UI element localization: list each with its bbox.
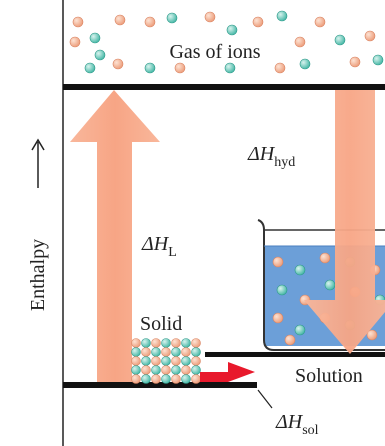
particle (295, 325, 305, 335)
particle (162, 339, 171, 348)
diagram: Enthalpy Gas of ions Solid Solution ΔHL … (0, 0, 385, 446)
particle (172, 357, 181, 366)
solid-lattice (132, 339, 201, 384)
particle (295, 37, 305, 47)
particle (152, 357, 161, 366)
particle (182, 366, 191, 375)
particle (152, 339, 161, 348)
particle (192, 348, 201, 357)
particle (152, 348, 161, 357)
symbol: ΔH (141, 233, 170, 255)
particle (182, 339, 191, 348)
symbol: ΔH (247, 143, 276, 165)
particle (70, 37, 80, 47)
particle (275, 63, 285, 73)
solid-level (63, 382, 257, 388)
particle (320, 253, 330, 263)
lattice-label: ΔHL (141, 233, 177, 260)
particle (295, 265, 305, 275)
particle (253, 17, 263, 27)
solution-arrow (200, 362, 255, 382)
particle (162, 375, 171, 384)
particle (152, 375, 161, 384)
particle (85, 63, 95, 73)
particle (192, 375, 201, 384)
particle (225, 63, 235, 73)
particle (142, 348, 151, 357)
particle (192, 366, 201, 375)
particle (175, 63, 185, 73)
hydration-label: ΔHhyd (247, 143, 295, 170)
particle (373, 55, 383, 65)
particle (90, 33, 100, 43)
particle (277, 11, 287, 21)
particle (205, 12, 215, 22)
particle (162, 357, 171, 366)
solution-label: Solution (295, 365, 363, 387)
particle (145, 17, 155, 27)
particle (115, 15, 125, 25)
particle (182, 375, 191, 384)
solution-level (205, 352, 385, 357)
particle (132, 348, 141, 357)
particle (335, 35, 345, 45)
subscript: hyd (274, 155, 295, 170)
particle (182, 357, 191, 366)
particle (273, 257, 283, 267)
gas-level (63, 84, 385, 90)
particle (192, 339, 201, 348)
particle (162, 348, 171, 357)
subscript: sol (302, 423, 318, 438)
sol-label: ΔHsol (275, 411, 319, 438)
particle (350, 57, 360, 67)
particle (167, 13, 177, 23)
particle (315, 17, 325, 27)
symbol: ΔH (275, 411, 304, 433)
particle (300, 59, 310, 69)
particle (172, 366, 181, 375)
particle (95, 50, 105, 60)
particle (73, 17, 83, 27)
particle (142, 339, 151, 348)
particle (172, 348, 181, 357)
particle (142, 375, 151, 384)
particle (145, 63, 155, 73)
solid-label: Solid (140, 313, 182, 335)
particle (227, 25, 237, 35)
leader-line (258, 390, 272, 408)
particle (113, 59, 123, 69)
particle (172, 339, 181, 348)
particle (142, 366, 151, 375)
subscript: L (168, 245, 177, 260)
particle (142, 357, 151, 366)
particle (132, 357, 141, 366)
particle (162, 366, 171, 375)
particle (285, 335, 295, 345)
axis-arrow (32, 140, 44, 188)
particle (273, 313, 283, 323)
particle (365, 31, 375, 41)
particle (325, 280, 335, 290)
particle (132, 339, 141, 348)
particle (277, 285, 287, 295)
particle (182, 348, 191, 357)
particle (172, 375, 181, 384)
gas-label: Gas of ions (169, 41, 260, 63)
axis-label: Enthalpy (27, 239, 49, 311)
particle (192, 357, 201, 366)
particle (132, 375, 141, 384)
particle (152, 366, 161, 375)
particle (132, 366, 141, 375)
